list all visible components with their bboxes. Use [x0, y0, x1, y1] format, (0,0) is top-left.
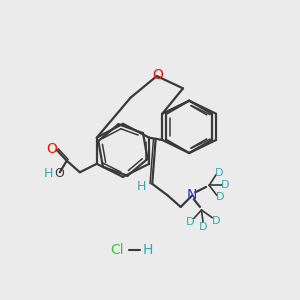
Text: D: D	[212, 216, 220, 226]
Text: D: D	[186, 217, 194, 226]
Text: D: D	[199, 222, 207, 232]
Text: H: H	[142, 243, 153, 257]
Text: D: D	[215, 168, 224, 178]
Text: O: O	[152, 68, 163, 82]
Text: D: D	[216, 192, 224, 202]
Text: H: H	[44, 167, 53, 180]
Text: O: O	[47, 142, 58, 156]
Text: O: O	[54, 167, 64, 180]
Text: N: N	[187, 188, 197, 203]
Text: D: D	[221, 180, 230, 190]
Text: Cl: Cl	[110, 243, 124, 257]
Text: H: H	[137, 180, 146, 194]
